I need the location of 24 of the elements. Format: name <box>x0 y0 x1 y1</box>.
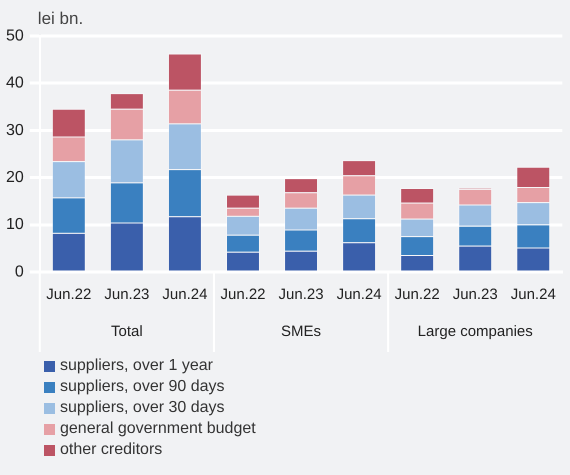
x-tick-label: Jun.23 <box>452 286 498 304</box>
legend-label: general government budget <box>60 419 256 439</box>
text: SMEs <box>281 323 322 340</box>
x-tick-label: Jun.22 <box>220 286 266 304</box>
legend-label: suppliers, over 30 days <box>60 398 225 418</box>
y-tick-label: 30 <box>6 122 24 139</box>
x-tick-label: Jun.24 <box>510 286 556 304</box>
y-tick-label: 50 <box>6 27 24 44</box>
x-tick-label: Jun.22 <box>46 286 92 304</box>
text: Large companies <box>418 323 533 340</box>
legend-label: suppliers, over 90 days <box>60 377 225 397</box>
x-tick-label: Jun.23 <box>104 286 150 304</box>
x-tick-label: Jun.23 <box>278 286 324 304</box>
legend-label: other creditors <box>60 440 162 460</box>
y-tick-label: 40 <box>6 74 24 92</box>
x-tick-label: Jun.22 <box>394 286 440 304</box>
x-tick-label: Jun.24 <box>162 286 208 304</box>
y-tick-label: 0 <box>14 263 24 280</box>
y-axis-title: lei bn. <box>38 9 84 28</box>
text: Total <box>111 323 143 340</box>
y-tick-label: 20 <box>6 169 24 186</box>
legend-label: suppliers, over 1 year <box>60 356 213 376</box>
y-tick-label: 10 <box>6 216 24 234</box>
x-tick-label: Jun.24 <box>336 286 382 304</box>
